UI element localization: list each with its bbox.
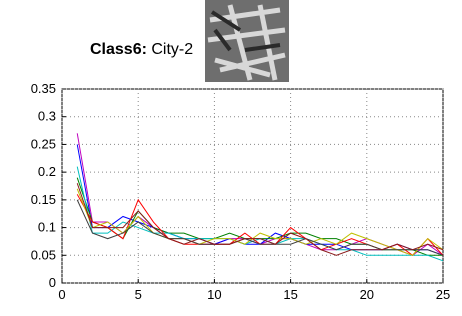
x-tick-label: 15 xyxy=(283,287,297,302)
y-tick-label: 0.2 xyxy=(38,164,56,179)
class-label: Class6: xyxy=(90,41,147,58)
thumbnail xyxy=(205,0,289,82)
chart-title: Class6: City-2 xyxy=(90,41,193,58)
chart: Class6: City-2 0 0.05 0.1 0.15 0.2 0.25 0.3 0.3… xyxy=(0,0,462,311)
page: {"chart_data": {"type": "line", "class_l… xyxy=(0,0,462,316)
title: City-2 xyxy=(151,41,193,58)
y-tick-label: 0 xyxy=(49,275,56,290)
y-tick-label: 0.15 xyxy=(31,192,56,207)
body: Class6: City-2 0 0.05 0.1 0.15 0.2 0.25 0.3 0.3… xyxy=(0,0,462,316)
plot-frame xyxy=(62,89,443,283)
series-line xyxy=(77,200,443,255)
y-tick-label: 0.05 xyxy=(31,247,56,262)
y-tick-label: 0.25 xyxy=(31,136,56,151)
x-tick-label: 0 xyxy=(58,287,65,302)
x-tick-label: 25 xyxy=(436,287,450,302)
y-tick-label: 0.35 xyxy=(31,81,56,96)
x-tick-label: 5 xyxy=(135,287,142,302)
y-tick-label: 0.3 xyxy=(38,109,56,124)
y-tick-label: 0.1 xyxy=(38,220,56,235)
series-line xyxy=(77,133,443,255)
x-tick-label: 10 xyxy=(207,287,221,302)
x-tick-label: 20 xyxy=(360,287,374,302)
